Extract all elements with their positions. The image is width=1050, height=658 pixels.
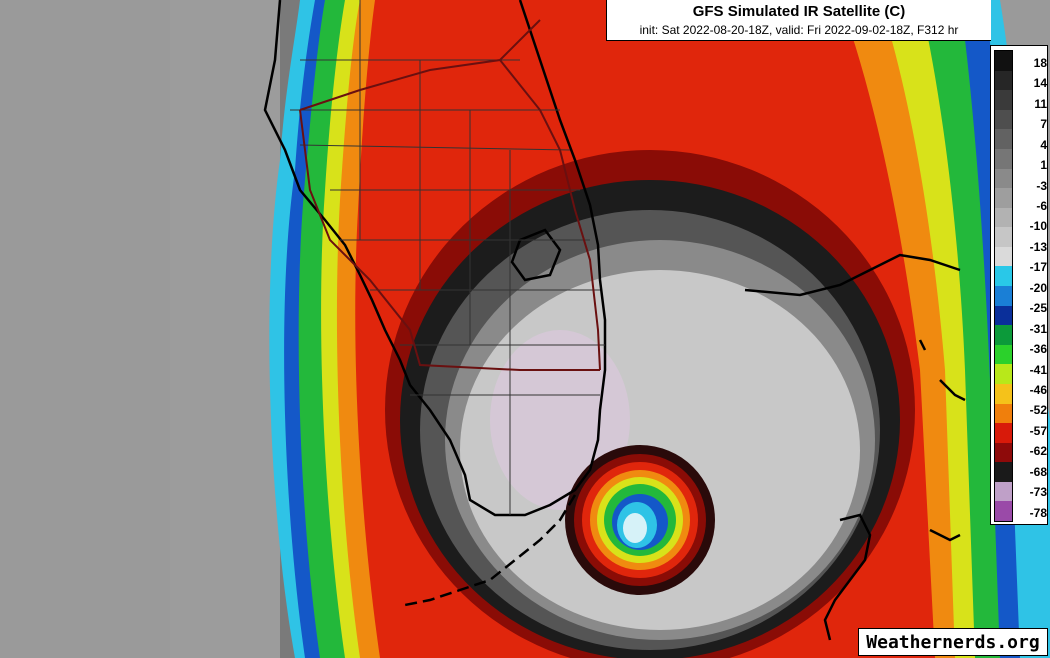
color-bar-label: -3 bbox=[1036, 178, 1047, 193]
color-bar-label: 4 bbox=[1040, 137, 1047, 152]
florida-coastline bbox=[263, 0, 607, 517]
color-bar-swatch bbox=[995, 168, 1012, 189]
color-bar: 18 14 11 7 4 1 -3 -6 -10 -13 -17 -20 -25 -31 -36 -41 -46… bbox=[990, 45, 1048, 525]
title-box: GFS Simulated IR Satellite (C) init: Sat… bbox=[606, 0, 991, 41]
highways bbox=[299, 19, 601, 371]
color-bar-label: -31 bbox=[1029, 321, 1047, 336]
color-bar-swatch bbox=[995, 481, 1012, 502]
color-bar-label: -41 bbox=[1029, 362, 1047, 377]
county-lines bbox=[290, 0, 605, 515]
west-gray-band bbox=[0, 0, 170, 658]
color-bar-label: -25 bbox=[1029, 301, 1047, 316]
color-bar-swatch bbox=[995, 227, 1012, 248]
color-bar-swatch bbox=[995, 442, 1012, 463]
color-bar-swatch bbox=[995, 129, 1012, 150]
color-bar-swatch bbox=[995, 246, 1012, 267]
color-bar-label: -17 bbox=[1029, 260, 1047, 275]
color-bar-swatch bbox=[995, 325, 1012, 346]
color-bar-label: 18 bbox=[1033, 56, 1047, 70]
bahamas-coastline bbox=[744, 253, 966, 542]
color-bar-swatch bbox=[995, 51, 1012, 72]
color-bar-swatch bbox=[995, 70, 1012, 91]
color-bar-swatches bbox=[994, 50, 1013, 522]
map-subtitle: init: Sat 2022-08-20-18Z, valid: Fri 202… bbox=[639, 23, 959, 37]
color-bar-swatch bbox=[995, 344, 1012, 365]
color-bar-swatch bbox=[995, 462, 1012, 483]
color-bar-swatch bbox=[995, 305, 1012, 326]
color-bar-label: 7 bbox=[1040, 117, 1047, 132]
color-bar-swatch bbox=[995, 383, 1012, 404]
color-bar-label: -13 bbox=[1029, 239, 1047, 254]
color-bar-label: 11 bbox=[1034, 96, 1047, 111]
color-bar-swatch bbox=[995, 403, 1012, 424]
color-bar-label: -52 bbox=[1029, 403, 1047, 418]
color-bar-label: 1 bbox=[1040, 158, 1047, 173]
color-bar-swatch bbox=[995, 364, 1012, 385]
color-bar-label: -62 bbox=[1029, 444, 1047, 459]
color-bar-label: -78 bbox=[1029, 505, 1047, 520]
mid-gray-band bbox=[170, 0, 280, 658]
map-title: GFS Simulated IR Satellite (C) bbox=[692, 3, 906, 20]
color-bar-swatch bbox=[995, 90, 1012, 111]
color-bar-swatch bbox=[995, 286, 1012, 307]
color-bar-label: -68 bbox=[1029, 464, 1047, 479]
color-bar-swatch bbox=[995, 266, 1012, 287]
color-bar-label: -6 bbox=[1036, 199, 1047, 214]
color-bar-label: 14 bbox=[1033, 76, 1047, 91]
color-bar-label: -46 bbox=[1029, 382, 1047, 397]
color-bar-label: -10 bbox=[1029, 219, 1047, 234]
color-bar-label: -73 bbox=[1029, 485, 1047, 500]
color-bar-swatch bbox=[995, 188, 1012, 209]
color-bar-label: -36 bbox=[1029, 342, 1047, 357]
cuba-coastline bbox=[823, 513, 872, 641]
color-bar-label: -20 bbox=[1029, 280, 1047, 295]
storm-eye bbox=[623, 513, 647, 543]
color-bar-swatch bbox=[995, 109, 1012, 130]
color-bar-swatch bbox=[995, 423, 1012, 444]
color-bar-swatch bbox=[995, 501, 1012, 522]
color-bar-label: -57 bbox=[1029, 423, 1047, 438]
color-bar-swatch bbox=[995, 148, 1012, 169]
lake-okeechobee bbox=[510, 228, 562, 282]
color-bar-swatch bbox=[995, 207, 1012, 228]
watermark: Weathernerds.org bbox=[858, 628, 1048, 656]
